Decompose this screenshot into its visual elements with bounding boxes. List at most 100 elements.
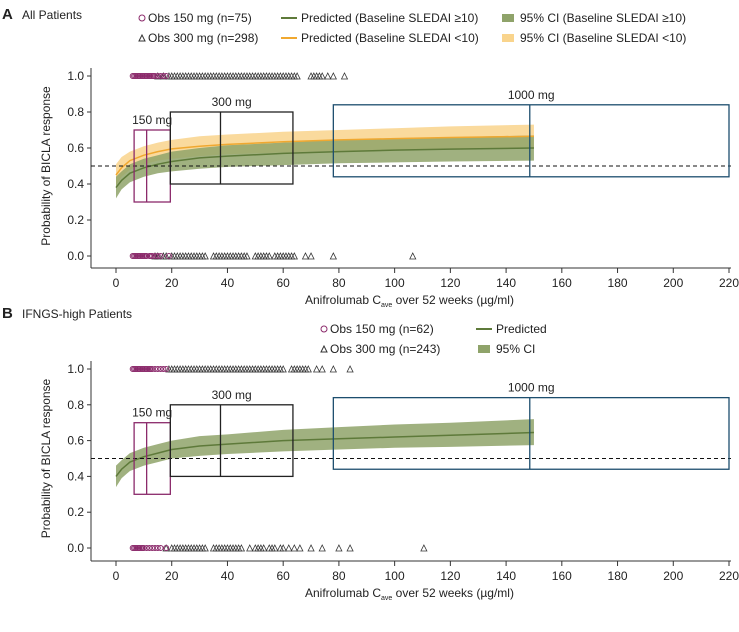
obs-300-point: [162, 252, 170, 260]
dose-box-label: 150 mg: [132, 113, 172, 127]
x-label-sub: ave: [381, 595, 392, 602]
obs-300-point: [318, 72, 326, 80]
obs-150-point: [163, 366, 170, 372]
obs-300-point: [329, 365, 337, 373]
legend-item: Obs 300 mg (n=243): [320, 342, 440, 356]
legend-item: 95% CI: [478, 342, 535, 356]
obs-300-point: [290, 544, 298, 552]
obs-300-point: [301, 252, 310, 260]
dose-box: 300 mg: [169, 95, 294, 185]
dose-box: 300 mg: [169, 388, 294, 478]
dose-box-label: 300 mg: [212, 388, 252, 402]
obs-300-point: [290, 252, 298, 260]
obs-300-point: [335, 544, 343, 552]
obs-300-point: [318, 544, 326, 552]
legend-label: 95% CI (Baseline SLEDAI <10): [520, 31, 686, 45]
obs-150-point: [149, 366, 156, 372]
x-tick-label: 0: [113, 569, 120, 583]
x-tick-label: 140: [496, 569, 516, 583]
obs-300-point: [265, 252, 273, 260]
obs-150-point: [143, 545, 150, 551]
obs-300-point: [159, 72, 168, 80]
panel-title: IFNGS-high Patients: [22, 307, 132, 321]
dose-box-label: 1000 mg: [508, 381, 555, 395]
y-tick-label: 0.6: [67, 434, 84, 448]
x-tick-label: 80: [332, 276, 346, 290]
obs-150-point: [154, 73, 161, 79]
legend-label: Obs 150 mg (n=62): [330, 322, 434, 336]
legend-item: 95% CI (Baseline SLEDAI <10): [502, 31, 686, 45]
x-tick-label: 60: [277, 276, 291, 290]
dose-box-label: 1000 mg: [508, 88, 555, 102]
dose-box-rect: [169, 404, 294, 478]
obs-150-point: [152, 253, 159, 259]
obs-150-point: [152, 366, 159, 372]
obs-150-point: [157, 366, 164, 372]
y-tick-label: 0.6: [67, 141, 84, 155]
x-tick-label: 60: [277, 569, 291, 583]
obs-300-point: [329, 252, 337, 260]
y-axis-label: Probability of BICLA response: [39, 378, 53, 538]
x-tick-label: 220: [719, 569, 739, 583]
x-tick-label: 80: [332, 569, 346, 583]
panel-title: All Patients: [22, 8, 82, 22]
dose-box-label: 300 mg: [212, 95, 252, 109]
predicted-line: [115, 147, 534, 189]
dose-box: 1000 mg: [332, 381, 730, 470]
y-tick-label: 0.2: [67, 505, 84, 519]
legend-label: 95% CI: [496, 342, 535, 356]
x-tick-label: 180: [608, 569, 628, 583]
x-tick-label: 20: [165, 276, 179, 290]
legend-label: Predicted (Baseline SLEDAI <10): [301, 31, 479, 45]
dose-box-rect: [332, 396, 730, 470]
x-tick-label: 220: [719, 276, 739, 290]
y-tick-label: 0.4: [67, 469, 84, 483]
obs-300-point: [420, 544, 428, 552]
x-tick-label: 200: [663, 569, 683, 583]
y-tick-label: 0.0: [67, 249, 84, 263]
obs-300-point: [312, 365, 321, 373]
obs-150-point: [149, 253, 156, 259]
obs-300-point: [293, 72, 301, 80]
obs-150-point: [154, 366, 161, 372]
obs-300-point: [324, 72, 332, 80]
legend-label: Obs 300 mg (n=298): [148, 31, 258, 45]
obs-150-point: [152, 545, 159, 551]
obs-300-point: [279, 365, 287, 373]
obs-150-point: [163, 545, 170, 551]
y-tick-label: 1.0: [67, 362, 84, 376]
x-tick-label: 100: [385, 276, 405, 290]
obs-300-point: [307, 252, 315, 260]
dose-box-rect: [169, 111, 294, 185]
legend-band: [502, 14, 514, 22]
obs-150-point: [149, 545, 156, 551]
panel-A: A All Patients Obs 150 mg (n=75) Predicted …: [2, 6, 739, 309]
obs-300-point: [346, 544, 354, 552]
obs-300-point: [279, 544, 287, 552]
legend-label: 95% CI (Baseline SLEDAI ≥10): [520, 11, 686, 25]
y-tick-label: 1.0: [67, 69, 84, 83]
obs-300-point: [285, 544, 293, 552]
legend-item: Obs 150 mg (n=75): [138, 11, 252, 25]
x-tick-label: 40: [221, 569, 235, 583]
obs-300-point: [260, 544, 268, 552]
panel-B: B IFNGS-high Patients Obs 150 mg (n=62) Pre…: [2, 305, 739, 602]
legend-band: [478, 345, 490, 353]
obs-300-point: [201, 252, 209, 260]
x-label-main: Anifrolumab C: [305, 293, 381, 307]
x-tick-label: 160: [552, 569, 572, 583]
dose-box: 150 mg: [132, 406, 172, 495]
dose-box-label: 150 mg: [132, 406, 172, 420]
obs-300-point: [296, 544, 304, 552]
dose-box: 1000 mg: [332, 88, 730, 178]
y-tick-label: 0.0: [67, 541, 84, 555]
x-label-main: Anifrolumab C: [305, 586, 381, 600]
y-tick-label: 0.2: [67, 213, 84, 227]
x-tick-label: 180: [608, 276, 628, 290]
y-axis-label: Probability of BICLA response: [39, 86, 53, 246]
obs-150-point: [157, 73, 164, 79]
obs-300-point: [154, 252, 162, 260]
obs-150-point: [160, 366, 167, 372]
legend-label: Predicted (Baseline SLEDAI ≥10): [301, 11, 478, 25]
x-axis-label: Anifrolumab Cave over 52 weeks (µg/ml): [305, 293, 514, 309]
